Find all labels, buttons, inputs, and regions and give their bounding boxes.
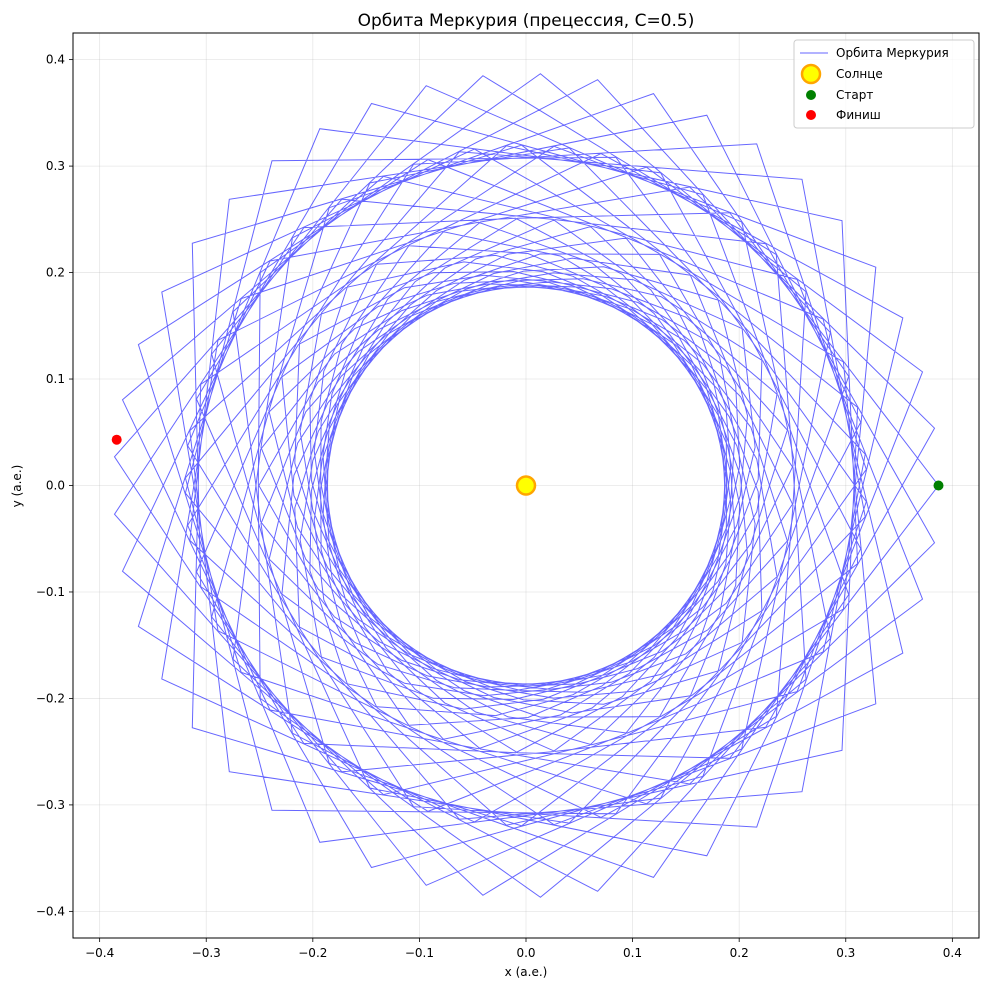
legend-start-label: Старт	[836, 88, 873, 102]
x-tick-label: 0.0	[516, 946, 535, 960]
sun-marker	[515, 475, 537, 496]
x-tick-label: 0.4	[943, 946, 962, 960]
x-tick-label: 0.1	[623, 946, 642, 960]
legend-box	[793, 39, 975, 129]
orbit-line-group	[113, 73, 940, 898]
legend-orbit-label: Орбита Меркурия	[836, 46, 949, 60]
x-tick-label: 0.2	[730, 946, 749, 960]
legend-sun-label: Солнце	[836, 67, 883, 81]
x-tick-label: −0.3	[192, 946, 221, 960]
y-tick-label: −0.2	[36, 691, 65, 705]
y-tick-label: 0.2	[46, 266, 65, 280]
legend-finish-label: Финиш	[836, 108, 881, 122]
x-tick-label: 0.3	[836, 946, 855, 960]
x-tick-label: −0.2	[298, 946, 327, 960]
y-axis-label: y (a.e.)	[10, 465, 24, 508]
y-axis-ticks: −0.4 −0.3 −0.2 −0.1 0.0 0.1 0.2 0.3 0.4	[36, 53, 73, 918]
finish-marker	[111, 434, 122, 445]
x-axis-ticks: −0.4 −0.3 −0.2 −0.1 0.0 0.1 0.2 0.3 0.4	[85, 938, 962, 960]
chart-title: Орбита Меркурия (прецессия, C=0.5)	[358, 11, 695, 31]
legend-sun-swatch	[800, 63, 822, 85]
y-tick-label: −0.3	[36, 798, 65, 812]
mercury-orbit-line	[113, 73, 940, 898]
legend-start-swatch	[806, 90, 816, 100]
y-tick-label: 0.0	[46, 479, 65, 493]
legend-finish-swatch	[806, 110, 816, 120]
y-tick-label: 0.1	[46, 372, 65, 386]
y-tick-label: 0.3	[46, 159, 65, 173]
legend: Орбита Меркурия Солнце Старт Финиш	[793, 39, 975, 129]
markers	[111, 434, 944, 496]
x-axis-label: x (a.e.)	[505, 965, 548, 979]
y-tick-label: −0.1	[36, 585, 65, 599]
x-tick-label: −0.1	[405, 946, 434, 960]
x-tick-label: −0.4	[85, 946, 114, 960]
start-marker	[933, 480, 944, 491]
y-tick-label: 0.4	[46, 53, 65, 67]
y-tick-label: −0.4	[36, 904, 65, 918]
